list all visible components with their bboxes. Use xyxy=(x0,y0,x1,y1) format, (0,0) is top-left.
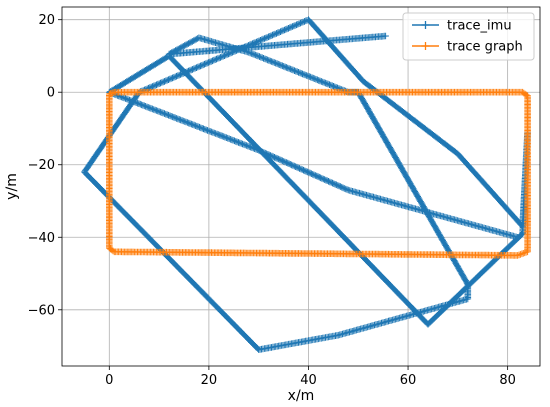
series-trace_imu xyxy=(81,16,531,353)
series-layer xyxy=(81,16,531,353)
grid-lines xyxy=(62,7,540,366)
x-tick-label: 60 xyxy=(400,373,417,388)
legend-label: trace graph xyxy=(447,40,523,55)
legend-label: trace_imu xyxy=(447,19,512,34)
plot-area-frame xyxy=(62,7,540,366)
series-markers xyxy=(81,16,531,353)
x-tick-label: 0 xyxy=(105,373,113,388)
x-axis-label: x/m xyxy=(288,388,315,404)
y-axis-label: y/m xyxy=(4,173,20,200)
x-tick-label: 40 xyxy=(300,373,317,388)
y-tick-label: −40 xyxy=(28,231,55,246)
y-tick-label: −20 xyxy=(28,158,55,173)
x-tick-label: 80 xyxy=(499,373,516,388)
y-tick-label: 20 xyxy=(38,13,55,28)
y-tick-label: −60 xyxy=(28,303,55,318)
x-tick-label: 20 xyxy=(201,373,218,388)
y-tick-label: 0 xyxy=(47,86,55,101)
axis-ticks: 0 20 40 60 80 −60 −40 −20 0 20 xyxy=(28,13,516,388)
